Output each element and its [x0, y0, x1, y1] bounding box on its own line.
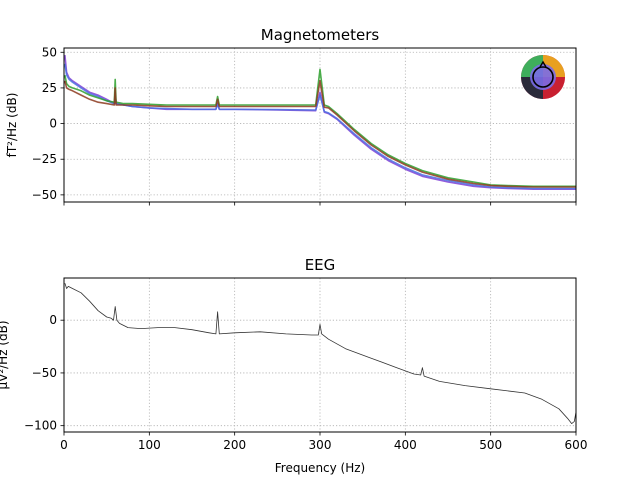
x-tick-label: 0 [60, 438, 68, 452]
series-line [64, 80, 576, 188]
y-tick-label: −100 [24, 419, 57, 433]
y-tick-label: 0 [49, 117, 57, 131]
y-tick-label: −50 [32, 366, 57, 380]
y-axis-label: µV²/Hz (dB) [0, 320, 10, 389]
tick-group: 50 25 0 −25 −50 [32, 45, 577, 206]
x-tick-label: 200 [223, 438, 246, 452]
y-tick-label: 25 [42, 81, 57, 95]
x-tick-label: 300 [309, 438, 332, 452]
y-tick-label: 0 [49, 313, 57, 327]
chart-eeg: EEG 0 100 200 300 400 500 600 0 −50 −100 µV²/Hz (… [0, 256, 587, 475]
chart-magnetometers: Magnetometers 50 25 0 −25 −50 fT²/Hz (dB) [5, 26, 577, 206]
series-group [64, 283, 576, 425]
tick-group: 0 100 200 300 400 500 600 0 −50 −100 [24, 313, 587, 452]
series-line [64, 63, 576, 190]
chart-title: EEG [305, 256, 336, 274]
x-tick-label: 500 [479, 438, 502, 452]
x-tick-label: 600 [565, 438, 588, 452]
grid [63, 278, 577, 432]
chart-title: Magnetometers [261, 26, 380, 44]
y-axis-label: fT²/Hz (dB) [5, 93, 19, 158]
series-line [64, 283, 576, 425]
series-line [64, 68, 576, 188]
x-tick-label: 400 [394, 438, 417, 452]
x-axis-label: Frequency (Hz) [275, 461, 366, 475]
grid [63, 48, 577, 202]
y-tick-label: 50 [42, 45, 57, 59]
x-tick-label: 100 [138, 438, 161, 452]
y-tick-label: −25 [32, 152, 57, 166]
y-tick-label: −50 [32, 188, 57, 202]
sensor-layout-icon [521, 55, 565, 99]
series-group [64, 55, 576, 190]
